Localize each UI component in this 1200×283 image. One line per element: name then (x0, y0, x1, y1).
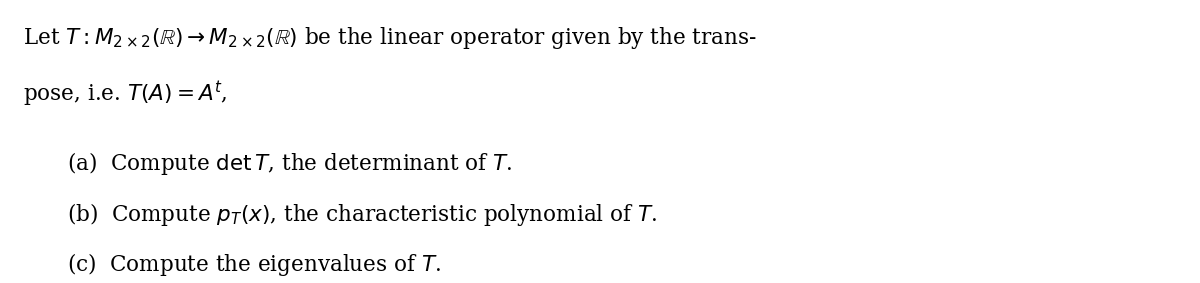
Text: (c)  Compute the eigenvalues of $T$.: (c) Compute the eigenvalues of $T$. (67, 251, 442, 278)
Text: (b)  Compute $p_T(x)$, the characteristic polynomial of $T$.: (b) Compute $p_T(x)$, the characteristic… (67, 201, 658, 228)
Text: Let $T : M_{2\times2}(\mathbb{R}) \rightarrow M_{2\times2}(\mathbb{R})$ be the l: Let $T : M_{2\times2}(\mathbb{R}) \right… (23, 25, 757, 51)
Text: (a)  Compute $\det T$, the determinant of $T$.: (a) Compute $\det T$, the determinant of… (67, 150, 512, 177)
Text: pose, i.e. $T(A) = A^t$,: pose, i.e. $T(A) = A^t$, (23, 79, 228, 109)
